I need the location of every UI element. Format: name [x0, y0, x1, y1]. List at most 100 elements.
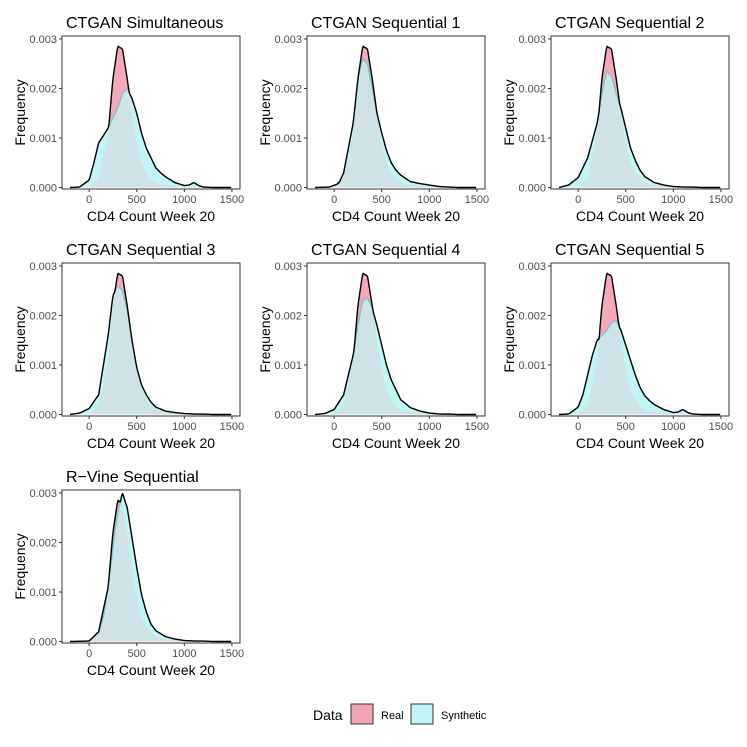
- x-tick-label: 0: [331, 194, 337, 206]
- x-tick-label: 0: [575, 421, 581, 433]
- synthetic-density-line: [315, 58, 477, 189]
- x-tick-label: 1000: [661, 421, 685, 433]
- panel-title: CTGAN Sequential 5: [555, 242, 705, 259]
- overlap-area: [315, 59, 477, 188]
- density-outline: [70, 492, 232, 643]
- x-axis-title: CD4 Count Week 20: [332, 208, 460, 224]
- panel-title: CTGAN Sequential 3: [66, 242, 216, 259]
- overlap-area: [559, 320, 721, 415]
- overlap-area: [559, 71, 721, 188]
- x-tick-label: 500: [373, 194, 391, 206]
- x-tick-label: 0: [86, 648, 92, 660]
- y-tick-label: 0.001: [274, 360, 302, 372]
- y-tick-label: 0.002: [29, 310, 57, 322]
- x-axis-title: CD4 Count Week 20: [576, 208, 704, 224]
- x-tick-label: 0: [331, 421, 337, 433]
- panel-title: CTGAN Simultaneous: [66, 15, 223, 32]
- y-tick-label: 0.003: [274, 261, 302, 273]
- x-tick-label: 500: [617, 421, 635, 433]
- density-outline: [70, 45, 232, 189]
- y-tick-label: 0.003: [29, 488, 57, 500]
- x-axis-title: CD4 Count Week 20: [87, 435, 215, 451]
- x-tick-label: 500: [617, 194, 635, 206]
- y-tick-label: 0.002: [274, 310, 302, 322]
- panel-2: CTGAN Sequential 1 0 500 1000 1500 0.000 0.001…: [257, 15, 489, 224]
- y-axis-title: Frequency: [12, 533, 28, 599]
- x-tick-label: 0: [575, 194, 581, 206]
- x-axis-title: CD4 Count Week 20: [576, 435, 704, 451]
- legend: Data Real Synthetic: [313, 703, 487, 725]
- x-tick-label: 1500: [220, 194, 244, 206]
- y-axis-title: Frequency: [501, 306, 517, 372]
- panel-7: R−Vine Sequential 0 500 1000 1500 0.000 0.001 0…: [12, 469, 244, 678]
- panel-title: CTGAN Sequential 2: [555, 15, 705, 32]
- y-tick-label: 0.001: [29, 360, 57, 372]
- legend-title: Data: [313, 707, 343, 723]
- overlap-area: [70, 501, 232, 642]
- legend-key-real: [350, 703, 374, 725]
- x-tick-label: 1000: [172, 648, 196, 660]
- y-tick-label: 0.003: [274, 34, 302, 46]
- y-tick-label: 0.003: [29, 34, 57, 46]
- panel-border: [61, 489, 241, 644]
- y-axis-title: Frequency: [257, 306, 273, 372]
- y-tick-label: 0.003: [29, 261, 57, 273]
- panel-3: CTGAN Sequential 2 0 500 1000 1500 0.000 0.001…: [501, 15, 733, 224]
- panel-6: CTGAN Sequential 5 0 500 1000 1500 0.000 0.001…: [501, 242, 733, 451]
- panel-title: CTGAN Sequential 4: [311, 242, 461, 259]
- x-tick-label: 500: [128, 648, 146, 660]
- x-tick-label: 1500: [465, 194, 489, 206]
- y-tick-label: 0.000: [29, 410, 57, 422]
- x-tick-label: 1500: [709, 421, 733, 433]
- panel-1: CTGAN Simultaneous 0 500 1000 1500 0.000 0.001…: [12, 15, 244, 224]
- y-tick-label: 0.000: [518, 183, 546, 195]
- panel-4: CTGAN Sequential 3 0 500 1000 1500 0.000 0.001…: [12, 242, 244, 451]
- panel-5: CTGAN Sequential 4 0 500 1000 1500 0.000 0.001…: [257, 242, 489, 451]
- x-tick-label: 1000: [417, 421, 441, 433]
- overlap-area: [70, 88, 232, 188]
- panel-border: [61, 35, 241, 190]
- panel-border: [306, 35, 486, 190]
- x-tick-label: 1500: [220, 421, 244, 433]
- real-density-area: [70, 273, 232, 415]
- synthetic-density-line: [69, 285, 232, 416]
- y-axis-title: Frequency: [501, 79, 517, 145]
- y-tick-label: 0.002: [274, 83, 302, 95]
- y-tick-label: 0.000: [29, 183, 57, 195]
- panel-border: [306, 262, 486, 417]
- panels: CTGAN Simultaneous 0 500 1000 1500 0.000 0.001…: [12, 15, 733, 678]
- real-density-area: [70, 500, 232, 642]
- y-tick-label: 0.002: [29, 537, 57, 549]
- x-tick-label: 1000: [661, 194, 685, 206]
- overlap-area: [315, 298, 477, 415]
- panel-title: CTGAN Sequential 1: [311, 15, 461, 32]
- x-tick-label: 0: [86, 421, 92, 433]
- synthetic-density-area: [70, 493, 232, 642]
- y-tick-label: 0.000: [274, 183, 302, 195]
- x-tick-label: 500: [128, 194, 146, 206]
- synthetic-density-area: [315, 59, 477, 188]
- y-tick-label: 0.000: [518, 410, 546, 422]
- panel-border: [550, 35, 730, 190]
- x-tick-label: 1000: [172, 421, 196, 433]
- x-tick-label: 500: [128, 421, 146, 433]
- y-tick-label: 0.001: [29, 133, 57, 145]
- y-tick-label: 0.001: [29, 587, 57, 599]
- x-tick-label: 1500: [465, 421, 489, 433]
- legend-label-synthetic: Synthetic: [441, 710, 487, 722]
- x-tick-label: 500: [373, 421, 391, 433]
- x-tick-label: 1000: [172, 194, 196, 206]
- synthetic-density-area: [70, 88, 232, 188]
- density-outline: [559, 272, 721, 416]
- synthetic-density-area: [70, 286, 232, 415]
- synthetic-density-line: [70, 492, 232, 643]
- density-outline: [315, 45, 477, 189]
- y-tick-label: 0.000: [29, 637, 57, 649]
- y-axis-title: Frequency: [12, 306, 28, 372]
- synthetic-density-area: [559, 320, 721, 415]
- real-density-area: [315, 46, 477, 188]
- legend-key-synthetic: [410, 703, 434, 725]
- y-tick-label: 0.002: [518, 83, 546, 95]
- x-tick-label: 0: [86, 194, 92, 206]
- panel-border: [550, 262, 730, 417]
